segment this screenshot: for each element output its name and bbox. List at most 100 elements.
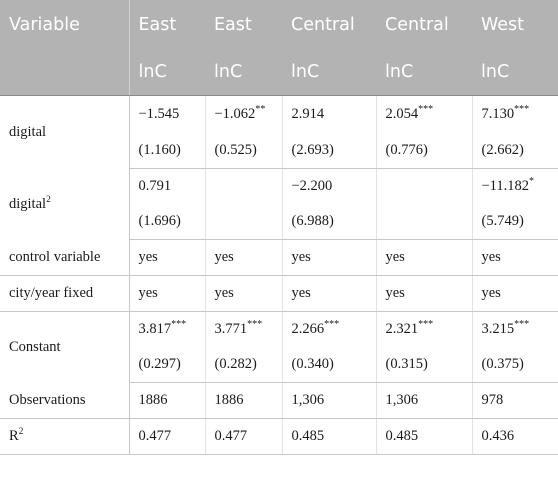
regression-results-table: Variable East East Central Central West … <box>0 0 558 455</box>
coefficient-value: 3.215 <box>481 321 515 337</box>
value-cell: 0.477 <box>128 418 205 455</box>
value-cell: 1886 <box>128 382 205 419</box>
coefficient-value: −2.200 <box>291 178 333 194</box>
coefficient-cell <box>375 168 472 204</box>
standard-error-cell <box>204 204 282 240</box>
coefficient-cell: 3.215*** <box>471 311 558 347</box>
row-label: R2 <box>0 418 130 455</box>
row-label-text: digital <box>9 195 47 212</box>
value-cell: yes <box>375 275 472 312</box>
row-label-text: control variable <box>9 248 101 265</box>
value-cell: yes <box>128 275 205 312</box>
table-header: Variable East East Central Central West … <box>0 0 558 96</box>
row-label: Observations <box>0 382 130 419</box>
table-row: city/year fixed yes yes yes yes yes <box>0 275 558 312</box>
table-row: R2 0.477 0.477 0.485 0.485 0.436 <box>0 418 558 455</box>
header-depvar: lnC <box>282 49 376 96</box>
significance-stars: *** <box>247 319 263 331</box>
row-label-superscript: 2 <box>18 427 24 438</box>
value-cell: 0.485 <box>375 418 472 455</box>
row-label-text: R <box>9 428 19 444</box>
coefficient-cell: −2.200 <box>281 168 376 204</box>
value-cell: 0.436 <box>471 418 558 455</box>
row-label-text: city/year fixed <box>9 285 94 301</box>
coefficient-cell <box>204 168 282 204</box>
coefficient-value: 3.817 <box>138 321 172 337</box>
standard-error-cell: (6.988) <box>281 204 376 240</box>
row-label-text: Constant <box>9 338 61 355</box>
significance-stars: ** <box>255 104 266 116</box>
header-group-east-2: East <box>205 0 282 49</box>
standard-error-cell: (0.282) <box>204 347 282 383</box>
table-row-standard-error: (1.696) (6.988) (5.749) <box>0 204 558 240</box>
significance-stars: *** <box>324 319 340 331</box>
header-depvar: lnC <box>129 49 205 96</box>
standard-error-cell: (2.662) <box>471 133 558 169</box>
value-cell: yes <box>204 275 282 312</box>
standard-error-cell <box>375 204 472 240</box>
significance-stars: *** <box>418 319 434 331</box>
row-label: digital2 <box>0 168 130 240</box>
standard-error-cell: (5.749) <box>471 204 558 240</box>
header-row-dependent-var: lnC lnC lnC lnC lnC <box>0 49 558 96</box>
coefficient-value: −1.545 <box>138 106 180 122</box>
coefficient-cell: −1.062** <box>204 95 282 133</box>
standard-error-cell: (1.696) <box>128 204 205 240</box>
table-row: Observations 1886 1886 1,306 1,306 978 <box>0 382 558 419</box>
significance-stars: * <box>529 176 535 188</box>
value-cell: yes <box>281 239 376 276</box>
significance-stars: *** <box>418 104 434 116</box>
value-cell: 978 <box>471 382 558 419</box>
standard-error-cell: (0.375) <box>471 347 558 383</box>
significance-stars: *** <box>171 319 187 331</box>
header-depvar: lnC <box>376 49 472 96</box>
value-cell: yes <box>128 239 205 276</box>
header-depvar: lnC <box>205 49 282 96</box>
coefficient-cell: 0.791 <box>128 168 205 204</box>
header-variable: Variable <box>0 0 130 49</box>
standard-error-cell: (0.525) <box>204 133 282 169</box>
header-row-groups: Variable East East Central Central West <box>0 0 558 49</box>
coefficient-cell: −1.545 <box>128 95 205 133</box>
standard-error-cell: (0.297) <box>128 347 205 383</box>
standard-error-cell: (0.776) <box>375 133 472 169</box>
standard-error-cell: (0.340) <box>281 347 376 383</box>
header-group-east-1: East <box>129 0 205 49</box>
value-cell: yes <box>281 275 376 312</box>
coefficient-value: −1.062 <box>214 106 256 122</box>
coefficient-cell: 3.817*** <box>128 311 205 347</box>
value-cell: yes <box>471 239 558 276</box>
coefficient-cell: 2.321*** <box>375 311 472 347</box>
coefficient-value: 7.130 <box>481 106 515 122</box>
coefficient-cell: 2.914 <box>281 95 376 133</box>
standard-error-cell: (1.160) <box>128 133 205 169</box>
coefficient-value: 3.771 <box>214 321 248 337</box>
header-group-central-1: Central <box>282 0 376 49</box>
value-cell: yes <box>375 239 472 276</box>
coefficient-cell: 7.130*** <box>471 95 558 133</box>
table-row: control variable yes yes yes yes yes <box>0 239 558 276</box>
coefficient-value: 2.054 <box>385 106 419 122</box>
value-cell: yes <box>471 275 558 312</box>
value-cell: 1,306 <box>281 382 376 419</box>
row-label: city/year fixed <box>0 275 130 312</box>
value-cell: 1,306 <box>375 382 472 419</box>
coefficient-value: 2.266 <box>291 321 325 337</box>
row-label: Constant <box>0 311 130 383</box>
header-group-west: West <box>472 0 558 49</box>
standard-error-cell: (0.315) <box>375 347 472 383</box>
significance-stars: *** <box>514 104 530 116</box>
table-row-standard-error: (0.297) (0.282) (0.340) (0.315) (0.375) <box>0 347 558 383</box>
coefficient-value: 0.791 <box>138 178 172 194</box>
table-row-coefficient: Constant 3.817*** 3.771*** 2.266*** 2.321***… <box>0 311 558 383</box>
coefficient-cell: 3.771*** <box>204 311 282 347</box>
coefficient-value: 2.321 <box>385 321 419 337</box>
coefficient-cell: 2.266*** <box>281 311 376 347</box>
header-group-central-2: Central <box>376 0 472 49</box>
row-label-superscript: 2 <box>46 194 51 205</box>
table-row-coefficient: digital −1.545 −1.062** 2.914 2.054*** 7.130*… <box>0 95 558 169</box>
coefficient-value: −11.182 <box>481 178 530 194</box>
header-blank <box>0 49 130 96</box>
value-cell: 1886 <box>204 382 282 419</box>
coefficient-cell: 2.054*** <box>375 95 472 133</box>
